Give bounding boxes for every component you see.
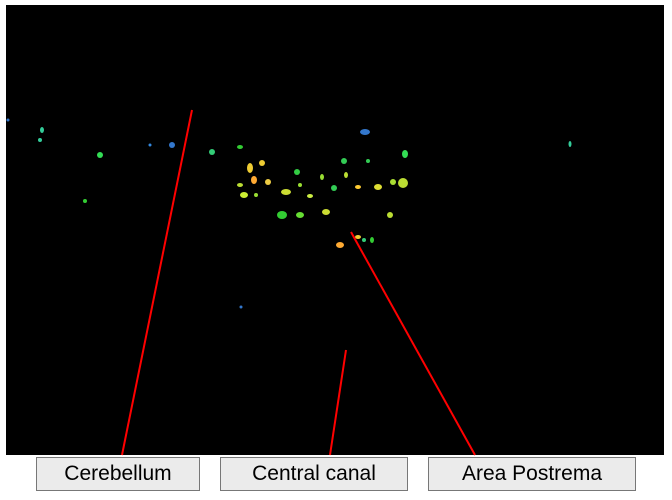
cell [38,138,42,142]
cell [307,194,313,198]
cell [265,179,271,185]
cell [390,179,396,185]
cell [83,199,87,203]
label: Area Postrema [428,457,636,491]
cell [362,238,366,242]
cell [259,160,265,166]
cell [40,127,44,133]
cell [344,172,348,178]
cell [254,193,258,197]
cell [149,144,152,147]
cell [294,169,300,175]
cell [277,211,287,219]
cell [370,237,374,243]
cell [251,176,257,184]
cell [237,145,243,149]
cell [355,235,361,239]
cell [97,152,103,158]
figure: Cerebellum Central canal Area Postrema [0,0,672,500]
cell [374,184,382,190]
cell [331,185,337,191]
label: Cerebellum [36,457,200,491]
label: Central canal [220,457,408,491]
cell [281,189,291,195]
cell [398,178,408,188]
cell [341,158,347,164]
cell [355,185,361,189]
cell [322,209,330,215]
cell [569,141,572,147]
cell [209,149,215,155]
cell [387,212,393,218]
cell [240,192,248,198]
cell [366,159,370,163]
cell [298,183,302,187]
image-background [6,5,664,455]
cell [237,183,243,187]
cell [320,174,324,180]
cell [336,242,344,248]
cell [169,142,175,148]
cell [402,150,408,158]
micrograph [0,0,672,500]
cell [360,129,370,135]
cell [7,119,10,122]
cell [240,306,243,309]
cell [247,163,253,173]
cell [296,212,304,218]
